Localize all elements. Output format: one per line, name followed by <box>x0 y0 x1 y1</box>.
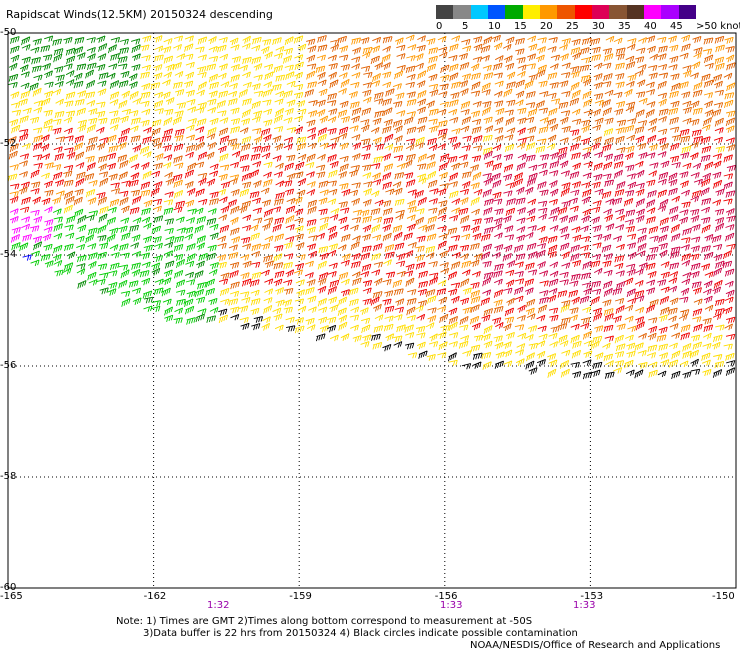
note-line-2: 3)Data buffer is 22 hrs from 20150324 4)… <box>143 628 578 639</box>
legend-label: 20 <box>540 21 553 32</box>
lon-tick-label: -156 <box>434 591 458 602</box>
map-frame <box>7 32 737 589</box>
lat-tick-label: -58 <box>0 471 17 482</box>
wind-barbs <box>7 34 737 380</box>
legend-swatch <box>453 5 472 19</box>
legend-swatch <box>626 5 645 19</box>
legend-label: 45 <box>670 21 683 32</box>
legend-label: 0 <box>436 21 443 32</box>
credit-line: NOAA/NESDIS/Office of Research and Appli… <box>470 640 721 651</box>
wind-barb-group <box>9 34 736 342</box>
legend-swatch <box>436 5 454 19</box>
time-label-1: 1:32 <box>207 600 230 611</box>
time-label-3: 1:33 <box>573 600 596 611</box>
legend-swatch <box>678 5 697 19</box>
wind-barb-group <box>481 150 737 305</box>
lon-tick-label: -153 <box>580 591 604 602</box>
lat-tick-label: -60 <box>0 582 17 593</box>
legend-swatch <box>592 5 610 19</box>
legend-swatch <box>609 5 628 19</box>
lat-lon-grid <box>8 33 736 588</box>
legend-label: 5 <box>462 21 469 32</box>
legend-label: 10 <box>488 21 501 32</box>
lon-tick-label: -150 <box>712 591 735 602</box>
map-title: Rapidscat Winds(12.5KM) 20150324 descend… <box>6 8 273 21</box>
wind-barb-group <box>22 254 32 261</box>
wind-speed-legend: 0 5 10 15 20 25 30 35 40 45 >50 knots <box>436 5 740 35</box>
legend-swatch <box>574 5 593 19</box>
wind-barb-group <box>9 206 54 243</box>
wind-barb-group <box>218 308 736 380</box>
lon-tick-label: -165 <box>0 591 23 602</box>
lat-tick-label: -52 <box>0 138 17 149</box>
lat-tick-label: -50 <box>0 27 17 38</box>
legend-label: >50 knots <box>696 21 740 32</box>
legend-swatch <box>557 5 576 19</box>
legend-label: 25 <box>566 21 579 32</box>
legend-label: 30 <box>592 21 605 32</box>
legend-swatch <box>540 5 558 19</box>
lon-tick-label: -162 <box>143 591 167 602</box>
lat-tick-label: -54 <box>0 249 17 260</box>
legend-swatch <box>488 5 506 19</box>
legend-swatch <box>470 5 489 19</box>
wind-barb-group <box>9 126 736 342</box>
wind-barb-group <box>7 35 735 378</box>
time-label-2: 1:33 <box>440 600 463 611</box>
legend-label: 15 <box>514 21 527 32</box>
legend-label: 40 <box>644 21 657 32</box>
lat-tick-label: -56 <box>0 360 17 371</box>
legend-swatch <box>644 5 662 19</box>
legend-swatch <box>505 5 524 19</box>
legend-label: 35 <box>618 21 631 32</box>
lon-tick-label: -159 <box>289 591 312 602</box>
wind-barb-group <box>7 34 736 341</box>
wind-barb-group <box>11 206 219 325</box>
wind-barb-group <box>8 35 219 323</box>
note-line-1: Note: 1) Times are GMT 2)Times along bot… <box>116 616 533 627</box>
legend-swatch <box>522 5 541 19</box>
legend-swatch <box>661 5 680 19</box>
